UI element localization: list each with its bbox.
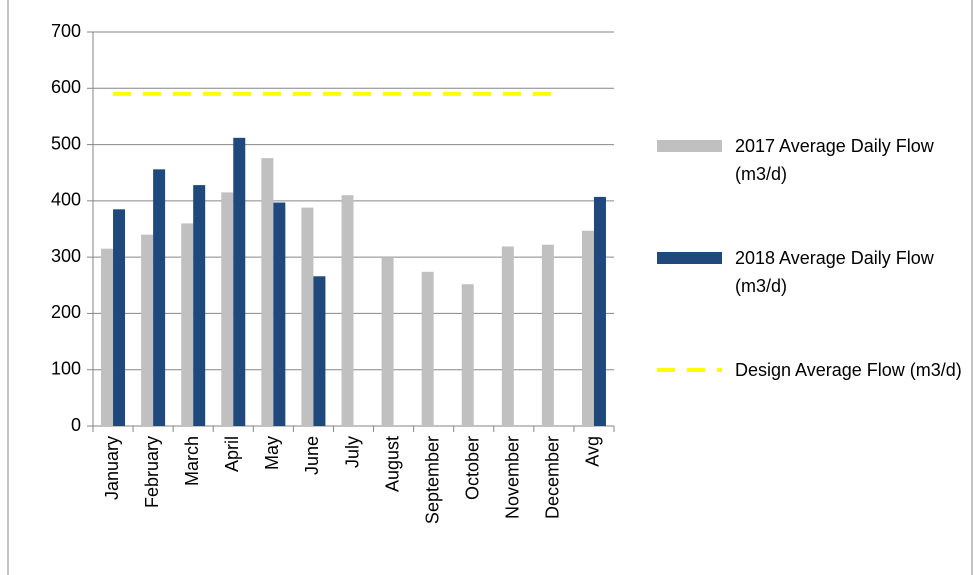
bar (341, 195, 354, 426)
bar (233, 137, 246, 426)
x-tick-label: May (262, 436, 282, 470)
bar (113, 209, 126, 426)
bar (501, 246, 514, 426)
x-tick-label: July (342, 436, 362, 468)
bar (101, 248, 114, 426)
bar (141, 234, 154, 426)
x-tick-label: December (543, 436, 563, 519)
bar (221, 192, 234, 426)
legend-swatch (657, 252, 722, 264)
x-tick-label: April (222, 436, 242, 472)
y-tick-label: 700 (51, 21, 81, 41)
x-tick-label: February (142, 436, 162, 508)
bar (461, 284, 474, 426)
bar (193, 185, 206, 426)
legend-label: 2018 Average Daily Flow (m3/d) (735, 248, 934, 296)
y-tick-label: 400 (51, 190, 81, 210)
x-tick-label: November (503, 436, 523, 519)
x-tick-label: January (102, 436, 122, 500)
y-tick-label: 600 (51, 77, 81, 97)
x-tick-label: October (462, 436, 482, 500)
bar (381, 257, 394, 426)
x-tick-label: June (302, 436, 322, 475)
y-tick-label: 500 (51, 133, 81, 153)
x-tick-label: March (182, 436, 202, 486)
bar (261, 158, 274, 426)
legend-swatch (657, 140, 722, 152)
y-tick-label: 200 (51, 302, 81, 322)
x-tick-label: August (382, 436, 402, 492)
bar (541, 244, 554, 426)
bar (593, 196, 606, 426)
bar (581, 230, 594, 426)
bar (153, 169, 166, 426)
y-tick-label: 300 (51, 246, 81, 266)
legend-label: Design Average Flow (m3/d) (735, 360, 962, 380)
y-tick-label: 0 (71, 415, 81, 435)
bar (273, 202, 286, 426)
x-tick-label: September (422, 436, 442, 524)
x-tick-label: Avg (583, 436, 603, 467)
bar (421, 271, 434, 426)
y-tick-label: 100 (51, 358, 81, 378)
bar (313, 276, 326, 426)
bar (181, 223, 194, 426)
legend-label: 2017 Average Daily Flow (m3/d) (735, 136, 934, 184)
chart-border (7, 0, 973, 575)
bar (301, 207, 314, 426)
